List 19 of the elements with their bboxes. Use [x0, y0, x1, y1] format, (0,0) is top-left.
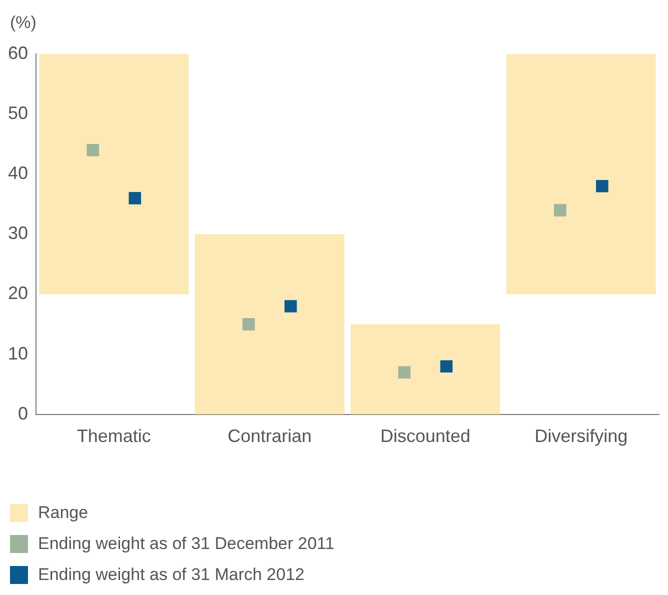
y-axis-title: (%): [10, 13, 36, 32]
bar: [350, 324, 500, 414]
y-tick-label: 0: [18, 403, 28, 424]
y-tick-label: 30: [8, 223, 28, 244]
legend-label: Ending weight as of 31 March 2012: [38, 564, 305, 584]
x-tick-label: Contrarian: [228, 426, 312, 446]
x-tick-label: Diversifying: [534, 426, 628, 446]
y-tick-label: 40: [8, 163, 28, 184]
y-tick-label: 50: [8, 103, 28, 124]
y-tick-label: 20: [8, 283, 28, 304]
legend-label: Ending weight as of 31 December 2011: [38, 534, 334, 554]
bar: [506, 54, 656, 294]
bar: [39, 54, 189, 294]
y-tick-label: 10: [8, 343, 28, 364]
x-tick-label: Thematic: [76, 426, 151, 446]
x-tick-label: Discounted: [380, 426, 470, 446]
bar: [194, 234, 344, 414]
y-tick-label: 60: [8, 42, 28, 63]
legend-label: Range: [38, 502, 88, 522]
